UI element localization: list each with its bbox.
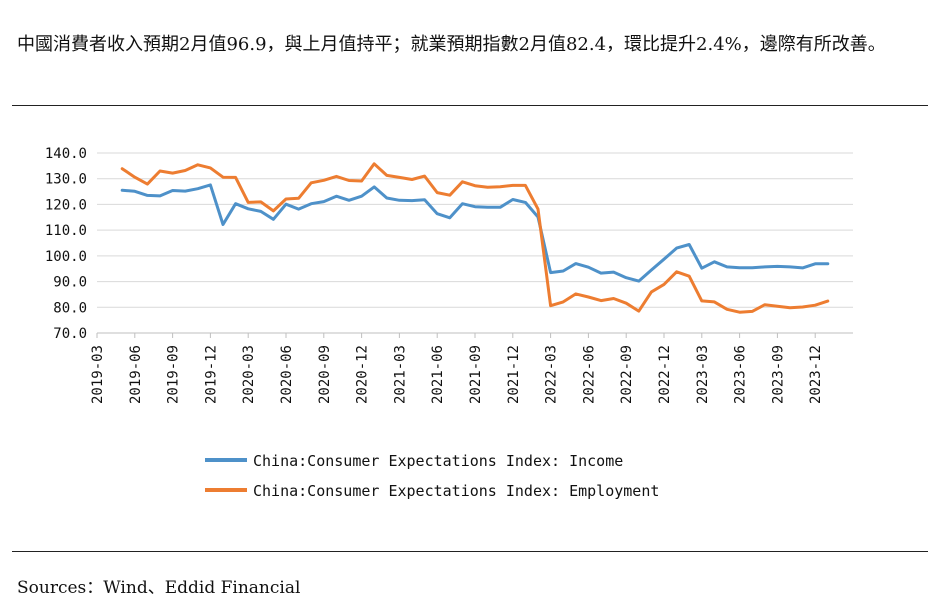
- legend-label-employment: China:Consumer Expectations Index: Emplo…: [253, 482, 659, 500]
- x-tick-label: 2019-12: [203, 345, 219, 404]
- y-tick-label: 90.0: [53, 275, 87, 291]
- chart-caption: 中國消費者收入預期2月值96.9，與上月值持平；就業預期指數2月值82.4，環比…: [17, 34, 886, 55]
- series-line-employment: [120, 162, 830, 314]
- axis-layer: 140.0130.0120.0110.0100.090.080.070.0201…: [45, 146, 853, 404]
- bottom-divider: [12, 551, 928, 552]
- legend-layer: China:Consumer Expectations Index: Incom…: [205, 452, 659, 500]
- sources-note: Sources：Wind、Eddid Financial: [17, 578, 301, 598]
- x-tick-label: 2023-09: [770, 345, 786, 404]
- x-tick-label: 2021-03: [392, 345, 408, 404]
- x-tick-label: 2019-03: [90, 345, 106, 404]
- x-tick-label: 2022-12: [657, 345, 673, 404]
- x-tick-label: 2021-12: [506, 345, 522, 404]
- y-tick-label: 100.0: [45, 249, 87, 265]
- x-tick-label: 2021-09: [468, 345, 484, 404]
- series-line-income: [120, 183, 830, 283]
- top-divider: [12, 105, 928, 106]
- y-tick-label: 120.0: [45, 197, 87, 213]
- x-tick-label: 2020-12: [355, 345, 371, 404]
- y-tick-label: 140.0: [45, 146, 87, 162]
- x-tick-label: 2020-06: [279, 345, 295, 404]
- grid-layer: [97, 152, 853, 308]
- x-tick-label: 2022-03: [544, 345, 560, 404]
- series-layer: [120, 162, 830, 314]
- x-tick-label: 2023-03: [695, 345, 711, 404]
- y-tick-label: 110.0: [45, 223, 87, 239]
- x-tick-label: 2021-06: [430, 345, 446, 404]
- legend-label-income: China:Consumer Expectations Index: Incom…: [253, 452, 623, 470]
- x-tick-label: 2022-06: [581, 345, 597, 404]
- x-tick-label: 2022-09: [619, 345, 635, 404]
- y-tick-label: 130.0: [45, 172, 87, 188]
- x-tick-label: 2019-06: [128, 345, 144, 404]
- x-tick-label: 2023-06: [733, 345, 749, 404]
- x-tick-label: 2020-03: [241, 345, 257, 404]
- x-tick-label: 2023-12: [808, 345, 824, 404]
- y-tick-label: 70.0: [53, 326, 87, 342]
- x-tick-label: 2019-09: [166, 345, 182, 404]
- x-tick-label: 2020-09: [317, 345, 333, 404]
- y-tick-label: 80.0: [53, 300, 87, 316]
